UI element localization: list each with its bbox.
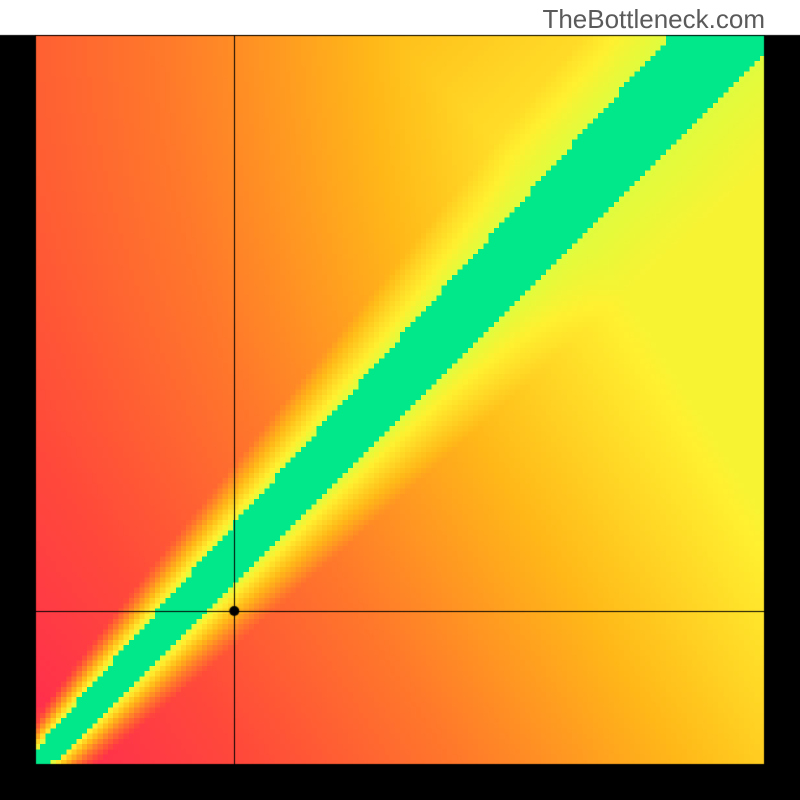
chart-container: TheBottleneck.com (0, 0, 800, 800)
overlay-canvas (0, 0, 800, 800)
